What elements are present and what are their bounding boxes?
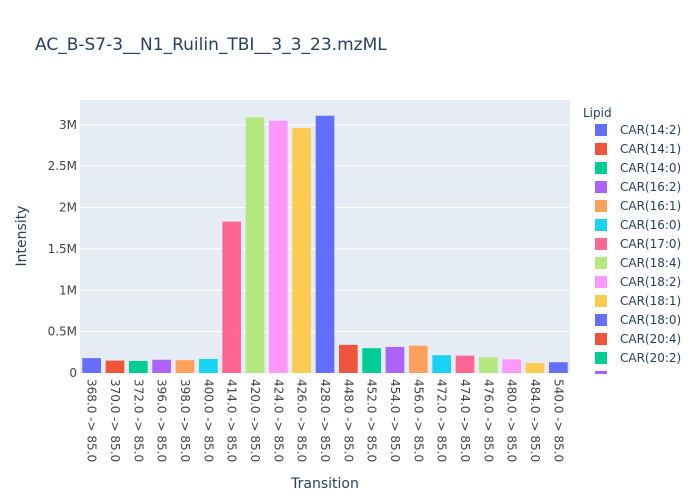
legend-label: CAR(16:2) [620, 180, 681, 194]
bar [525, 363, 545, 373]
x-tick-label: 456.0 -> 85.0 [411, 379, 425, 462]
x-tick-label: 420.0 -> 85.0 [248, 379, 262, 462]
legend-swatch [595, 276, 607, 288]
y-tick-label: 3M [59, 118, 77, 132]
x-tick-label: 540.0 -> 85.0 [551, 379, 565, 462]
x-tick-label: 396.0 -> 85.0 [155, 379, 169, 462]
x-tick-label: 424.0 -> 85.0 [271, 379, 285, 462]
bar [385, 346, 405, 373]
legend-title: Lipid [583, 106, 612, 120]
x-tick-label: 480.0 -> 85.0 [505, 379, 519, 462]
legend-swatch [595, 124, 607, 136]
x-axis-ticks: 368.0 -> 85.0 370.0 -> 85.0 372.0 -> 85.0 3… [85, 379, 566, 462]
y-tick-label: 1M [59, 283, 77, 297]
x-tick-label: 476.0 -> 85.0 [481, 379, 495, 462]
bar [315, 115, 335, 373]
legend-label: CAR(14:0) [620, 161, 681, 175]
bar [549, 362, 568, 373]
bar [105, 360, 125, 373]
legend-label: CAR(18:2) [620, 275, 681, 289]
x-tick-label: 372.0 -> 85.0 [131, 379, 145, 462]
bar [409, 345, 428, 373]
legend-swatch [595, 181, 607, 193]
bar [362, 348, 381, 373]
x-tick-label: 472.0 -> 85.0 [435, 379, 449, 462]
x-axis-title: Transition [290, 476, 359, 492]
x-tick-label: 452.0 -> 85.0 [365, 379, 379, 462]
bar [339, 344, 358, 373]
bar [292, 128, 311, 373]
legend-label: CAR(14:2) [620, 123, 681, 137]
y-tick-label: 0.5M [48, 325, 77, 339]
bar [199, 358, 218, 373]
x-tick-label: 368.0 -> 85.0 [85, 379, 99, 462]
legend-swatch [595, 314, 607, 326]
legend-swatch [595, 162, 607, 174]
bar [129, 361, 148, 373]
bar [455, 355, 475, 373]
legend-label: CAR(20:2) [620, 351, 681, 365]
legend-label: CAR(14:1) [620, 142, 681, 156]
bar [269, 120, 288, 373]
legend-label: CAR(20:4) [620, 332, 681, 346]
x-tick-label: 426.0 -> 85.0 [295, 379, 309, 462]
y-axis-title: Intensity [14, 206, 30, 267]
bar [152, 359, 171, 373]
y-tick-label: 1.5M [48, 242, 77, 256]
legend-swatch-partial [595, 371, 607, 374]
legend-label: CAR(16:0) [620, 218, 681, 232]
x-tick-label: 414.0 -> 85.0 [225, 379, 239, 462]
x-tick-label: 400.0 -> 85.0 [201, 379, 215, 462]
x-tick-label: 398.0 -> 85.0 [178, 379, 192, 462]
y-axis-ticks: 0 0.5M 1M 1.5M 2M 2.5M 3M [48, 118, 77, 380]
bar [502, 359, 521, 373]
legend-label: CAR(17:0) [620, 237, 681, 251]
bar [222, 221, 241, 373]
legend-swatch [595, 143, 607, 155]
x-tick-label: 474.0 -> 85.0 [458, 379, 472, 462]
legend-swatch [595, 333, 607, 345]
legend-swatch [595, 295, 607, 307]
x-tick-label: 454.0 -> 85.0 [388, 379, 402, 462]
legend-swatch [595, 257, 607, 269]
bar [82, 358, 101, 373]
y-tick-label: 0 [69, 366, 77, 380]
legend-swatch [595, 352, 607, 364]
legend-label: CAR(18:4) [620, 256, 681, 270]
y-tick-label: 2M [59, 201, 77, 215]
x-tick-label: 448.0 -> 85.0 [341, 379, 355, 462]
y-tick-label: 2.5M [48, 159, 77, 173]
legend-label: CAR(16:1) [620, 199, 681, 213]
bar [245, 117, 265, 373]
legend-swatch [595, 238, 607, 250]
x-tick-label: 484.0 -> 85.0 [528, 379, 542, 462]
legend: Lipid CAR(14:2) CAR(14:1) CAR(14:0) CAR(16:… [583, 106, 681, 374]
bar [175, 360, 195, 373]
legend-label: CAR(18:0) [620, 313, 681, 327]
bars [82, 115, 568, 373]
bar [479, 357, 498, 373]
chart-title: AC_B-S7-3__N1_Ruilin_TBI__3_3_23.mzML [35, 35, 387, 55]
x-tick-label: 428.0 -> 85.0 [318, 379, 332, 462]
legend-swatch [595, 200, 607, 212]
x-tick-label: 370.0 -> 85.0 [108, 379, 122, 462]
bar [432, 355, 451, 373]
legend-swatch [595, 219, 607, 231]
legend-label: CAR(18:1) [620, 294, 681, 308]
legend-items: CAR(14:2) CAR(14:1) CAR(14:0) CAR(16:2) CAR(… [595, 123, 681, 374]
